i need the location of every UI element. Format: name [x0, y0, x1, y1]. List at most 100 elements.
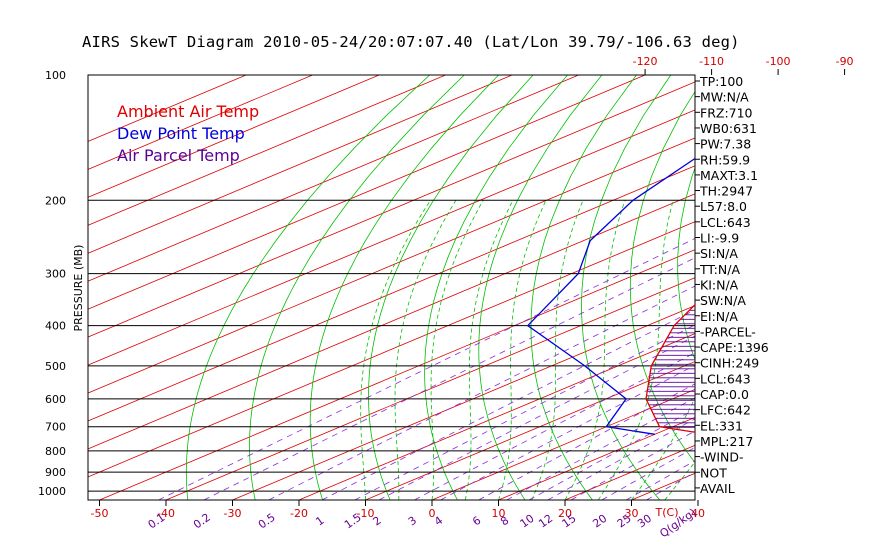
- index-label: MW:N/A: [700, 90, 749, 105]
- pressure-tick-label: 800: [45, 445, 66, 458]
- moist-adiabat-line: [564, 200, 626, 500]
- top-temp-tick-label: -90: [836, 55, 854, 68]
- moist-adiabat-line: [360, 200, 431, 500]
- temp-tick-label: 0: [429, 507, 436, 520]
- mixing-ratio-line: [506, 397, 695, 500]
- mixing-ratio-label: 20: [590, 512, 609, 531]
- top-temp-tick-label: -110: [699, 55, 724, 68]
- dry-adiabat-line: [424, 75, 568, 500]
- index-label: EL:331: [700, 418, 743, 433]
- mixing-ratio-line: [440, 364, 695, 500]
- index-label: LCL:643: [700, 215, 751, 230]
- legend-dewpoint-temp: Dew Point Temp: [117, 124, 245, 143]
- isotherm-line: [88, 75, 579, 282]
- dry-adiabat-line: [368, 75, 534, 500]
- index-label: MPL:217: [700, 434, 753, 449]
- mixing-ratio-line: [478, 383, 695, 500]
- index-label: LCL:643: [700, 371, 751, 386]
- dry-adiabat-line: [309, 75, 499, 500]
- index-label: LFC:642: [700, 403, 751, 418]
- isotherm-line: [88, 193, 695, 450]
- index-label: WB0:631: [700, 121, 757, 136]
- mixing-ratio-label: 3: [406, 514, 419, 529]
- index-label: -PARCEL-: [700, 324, 756, 339]
- isotherm-line: [365, 361, 695, 500]
- pressure-tick-label: 1000: [38, 485, 66, 498]
- dry-adiabat-line: [249, 75, 465, 500]
- index-label: TH:2947: [699, 184, 753, 199]
- mixing-ratio-label: 2: [371, 514, 384, 529]
- mixing-ratio-line: [646, 471, 695, 500]
- top-temp-tick-label: -120: [633, 55, 658, 68]
- mixing-ratio-line: [414, 352, 695, 500]
- mixing-ratio-line: [378, 335, 695, 500]
- index-label: LI:-9.9: [700, 231, 739, 246]
- top-temp-tick-label: -100: [766, 55, 791, 68]
- index-label: TP:100: [699, 74, 743, 89]
- isotherm-line: [165, 277, 695, 500]
- isotherm-line: [88, 109, 695, 366]
- index-label: KI:N/A: [700, 277, 739, 292]
- mixing-ratio-line: [354, 324, 695, 500]
- index-label: EI:N/A: [700, 309, 738, 324]
- pressure-tick-label: 700: [45, 421, 66, 434]
- dewpoint-curve: [526, 157, 695, 435]
- temp-unit-label: T(C): [655, 506, 679, 519]
- index-label: PW:7.38: [700, 137, 751, 152]
- isotherm-line: [831, 75, 870, 500]
- index-label: SW:N/A: [700, 293, 746, 308]
- index-label: AVAIL: [700, 481, 735, 496]
- temp-tick-label: 30: [625, 507, 639, 520]
- mixing-ratio-line: [601, 446, 695, 500]
- pressure-axis-label: PRESSURE (MB): [72, 245, 85, 332]
- temp-tick-label: 20: [558, 507, 572, 520]
- pressure-tick-label: 500: [45, 360, 66, 373]
- mixing-ratio-label: 12: [536, 512, 555, 531]
- isotherm-line: [88, 75, 513, 254]
- mixing-ratio-label: 10: [518, 512, 537, 531]
- pressure-tick-label: 600: [45, 393, 66, 406]
- pressure-tick-label: 200: [45, 194, 66, 207]
- isotherm-line: [88, 75, 380, 198]
- isotherm-line: [765, 75, 870, 500]
- isotherm-line: [498, 416, 695, 500]
- dry-adiabat-line: [478, 75, 603, 500]
- index-label: RH:59.9: [700, 152, 750, 167]
- isotherm-line: [88, 137, 695, 394]
- dry-adiabat-line: [768, 75, 870, 500]
- pressure-tick-label: 300: [45, 268, 66, 281]
- index-label: CINH:249: [700, 356, 759, 371]
- dry-adiabat-line: [677, 166, 695, 361]
- temp-tick-label: -30: [224, 507, 242, 520]
- moist-adiabat-line: [597, 200, 674, 500]
- index-label: NOT: [700, 465, 727, 480]
- isotherm-line: [88, 221, 695, 478]
- index-label: L57:8.0: [700, 199, 747, 214]
- index-label: CAP:0.0: [700, 387, 749, 402]
- index-label: TT:N/A: [699, 262, 740, 277]
- mixing-ratio-line: [268, 285, 695, 500]
- dry-adiabat-line: [853, 75, 870, 500]
- isotherm-line: [88, 75, 446, 226]
- index-label: FRZ:710: [700, 105, 753, 120]
- pressure-tick-label: 900: [45, 466, 66, 479]
- moist-adiabat-line: [394, 200, 457, 500]
- temp-tick-label: 10: [492, 507, 506, 520]
- mixing-ratio-line: [547, 418, 695, 500]
- index-label: -WIND-: [700, 450, 744, 465]
- index-label: MAXT:3.1: [700, 168, 758, 183]
- legend-ambient-temp: Ambient Air Temp: [117, 102, 259, 121]
- temp-tick-label: 40: [691, 507, 705, 520]
- isotherm-line: [232, 305, 695, 500]
- moist-adiabat-line: [464, 200, 514, 500]
- dry-adiabat-line: [811, 75, 870, 500]
- isotherm-line: [298, 333, 695, 500]
- chart-title: AIRS SkewT Diagram 2010-05-24/20:07:07.4…: [82, 33, 740, 51]
- isotherm-line: [99, 249, 695, 500]
- mixing-ratio-label: 6: [470, 514, 483, 529]
- isotherm-line: [88, 75, 313, 170]
- mixing-ratio-line: [570, 430, 695, 500]
- pressure-tick-label: 100: [45, 69, 66, 82]
- plot-frame: [87, 74, 696, 501]
